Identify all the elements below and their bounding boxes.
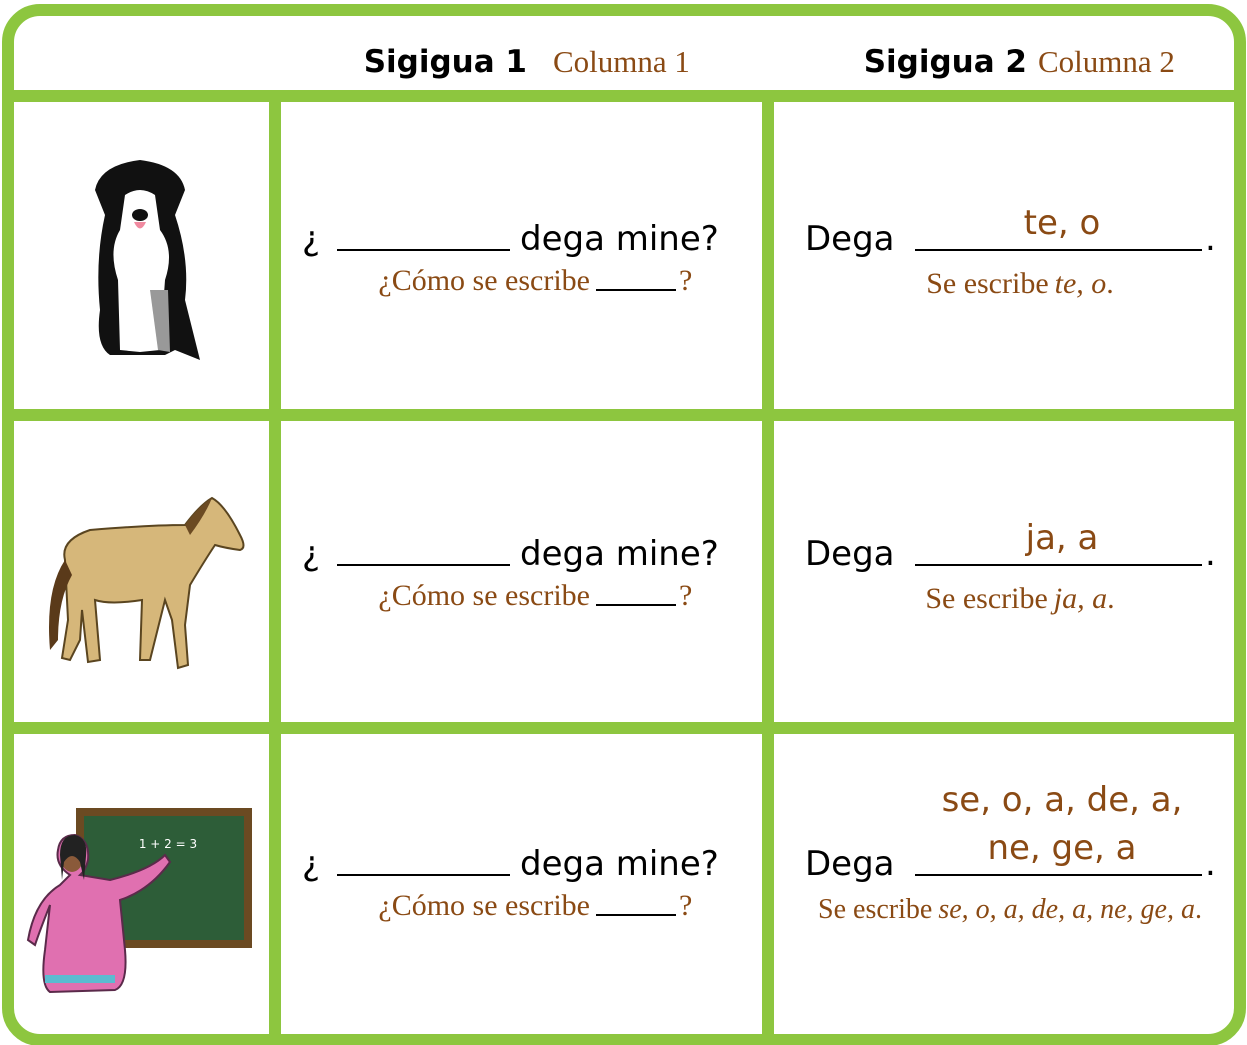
translation-suffix: ? — [679, 889, 692, 922]
dog-illustration — [95, 160, 200, 360]
answer-end: . — [1205, 534, 1216, 574]
answer-translation-italic: ja, a — [1050, 582, 1107, 615]
translation-prefix: ¿Cómo se escribe — [378, 579, 590, 612]
answer-fill: ne, ge, a — [987, 828, 1136, 868]
answer-translation: Se escribe se, o, a, de, a, ne, ge, a. — [818, 894, 1202, 925]
answer-translation-lead: Se escribe — [925, 582, 1047, 615]
answer-translation: Se escribe te, o. — [926, 267, 1114, 300]
question-suffix: dega mine? — [520, 844, 719, 884]
question-suffix: dega mine? — [520, 534, 719, 574]
column-title: Sigigua 2 — [864, 44, 1027, 80]
answer-translation-italic: te, o — [1055, 267, 1107, 300]
answer-lead: Dega — [805, 219, 895, 259]
board-text: 1 + 2 = 3 — [139, 837, 197, 851]
translation-prefix: ¿Cómo se escribe — [378, 264, 590, 297]
translation-prefix: ¿Cómo se escribe — [378, 889, 590, 922]
answer-translation-end: . — [1107, 582, 1115, 615]
question-suffix: dega mine? — [520, 219, 719, 259]
question-prefix: ¿ — [302, 844, 320, 884]
answer-lead: Dega — [805, 844, 895, 884]
answer-translation-lead: Se escribe — [818, 894, 932, 925]
column-subtitle: Columna 2 — [1038, 44, 1175, 79]
answer-translation-end: . — [1106, 267, 1114, 300]
answer-end: . — [1205, 844, 1216, 884]
answer-fill: se, o, a, de, a, — [942, 780, 1183, 820]
column-title: Sigigua 1 — [364, 44, 527, 80]
answer-fill: te, o — [1024, 203, 1101, 243]
translation-suffix: ? — [679, 579, 692, 612]
question-prefix: ¿ — [302, 219, 320, 259]
answer-translation-italic: se, o, a, de, a, ne, ge, a — [938, 894, 1195, 925]
answer-translation-end: . — [1195, 894, 1202, 925]
answer-end: . — [1205, 219, 1216, 259]
answer-fill: ja, a — [1025, 518, 1099, 558]
translation-suffix: ? — [679, 264, 692, 297]
answer-lead: Dega — [805, 534, 895, 574]
question-prefix: ¿ — [302, 534, 320, 574]
column-subtitle: Columna 1 — [553, 44, 690, 79]
horse-illustration — [49, 496, 245, 670]
teacher-illustration — [26, 808, 252, 994]
frame — [2, 4, 1246, 1045]
answer-translation: Se escribe ja, a. — [925, 582, 1114, 615]
answer-translation-lead: Se escribe — [926, 267, 1048, 300]
